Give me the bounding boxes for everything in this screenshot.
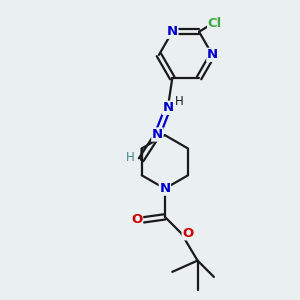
Text: O: O [182,227,194,240]
Text: Cl: Cl [208,17,222,30]
Text: H: H [175,95,184,108]
Text: O: O [131,213,142,226]
Text: H: H [125,151,134,164]
Text: N: N [152,128,163,141]
Text: N: N [167,25,178,38]
Text: N: N [159,182,170,195]
Text: N: N [207,48,218,62]
Text: N: N [162,101,173,114]
